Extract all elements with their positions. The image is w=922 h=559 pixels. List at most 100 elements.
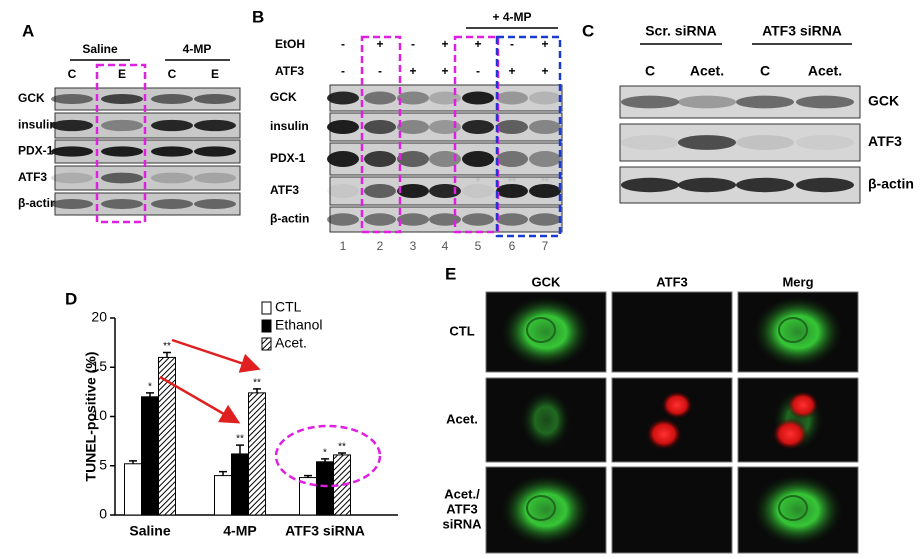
bar — [316, 461, 334, 516]
lane-label: C — [760, 63, 770, 79]
y-axis-label: TUNEL-positive (%) — [83, 352, 99, 482]
blot-band — [529, 151, 561, 167]
blot-band — [496, 213, 528, 226]
blot-band — [429, 120, 461, 134]
blot-band — [496, 120, 528, 134]
cell-atf3 — [661, 391, 693, 419]
blot-band — [364, 151, 396, 167]
blot-band — [327, 151, 359, 167]
blot-band — [364, 184, 396, 198]
blot-band — [496, 91, 528, 105]
error-bar — [129, 460, 137, 464]
row-label: ATF3 — [446, 501, 478, 516]
group-label: + 4-MP — [492, 10, 531, 24]
blot-band — [796, 135, 854, 150]
y-tick-label: 15 — [91, 358, 107, 374]
blot-band — [429, 91, 461, 105]
highlight-box — [360, 35, 402, 234]
blot-band — [327, 184, 359, 198]
nucleus — [778, 495, 808, 521]
arrow — [171, 338, 261, 373]
legend-swatch — [261, 301, 272, 315]
legend-swatch — [261, 337, 272, 351]
blot-band — [621, 135, 679, 150]
blot-band — [678, 135, 736, 150]
sign: + — [541, 64, 548, 78]
row-label: insulin — [18, 118, 57, 132]
blot-band — [51, 146, 93, 157]
blot-strip — [54, 165, 241, 191]
cell-gck — [753, 474, 843, 546]
blot-band — [51, 119, 93, 132]
x-tick-label: 4-MP — [223, 523, 256, 539]
nucleus — [526, 495, 556, 521]
blot-band — [429, 213, 461, 226]
row-label: insulin — [270, 119, 309, 133]
cell-atf3 — [772, 418, 808, 450]
blot-band — [51, 172, 93, 184]
error-bar — [304, 474, 312, 478]
blot-band — [327, 213, 359, 226]
treatment-label: EtOH — [275, 37, 305, 51]
panel-letter: A — [22, 21, 34, 40]
blot-band — [194, 199, 236, 209]
row-label: CTL — [449, 323, 474, 338]
blot-band — [101, 146, 143, 157]
sign: - — [341, 37, 345, 51]
arrow — [159, 375, 241, 424]
significance: * — [148, 382, 152, 393]
group-label: 4-MP — [183, 42, 212, 56]
bar — [124, 463, 142, 516]
blot-band — [529, 184, 561, 198]
row-label: siRNA — [442, 516, 482, 531]
treatment-label: ATF3 — [275, 64, 304, 78]
blot-band — [51, 199, 93, 209]
sign: - — [476, 64, 480, 78]
row-label: Acet./ — [444, 486, 480, 501]
significance: ** — [253, 378, 261, 389]
error-bar — [253, 388, 261, 393]
x-tick-label: Saline — [129, 523, 170, 539]
blot-band — [364, 91, 396, 105]
blot-band — [327, 91, 359, 105]
blot-band — [194, 172, 236, 184]
lane-label: Acet. — [690, 63, 724, 79]
cell-gck — [521, 390, 571, 450]
lane-number: 3 — [410, 239, 417, 253]
blot-band — [327, 120, 359, 134]
lane-number: 5 — [475, 239, 482, 253]
lane-number: 4 — [442, 239, 449, 253]
error-bar — [219, 470, 227, 476]
blot-band — [364, 120, 396, 134]
blot-band — [364, 213, 396, 226]
blot-band — [101, 172, 143, 184]
sign: - — [411, 37, 415, 51]
sign: + — [541, 37, 548, 51]
row-label: GCK — [18, 91, 45, 105]
y-tick-label: 5 — [99, 456, 107, 472]
blot-band — [529, 120, 561, 134]
blot-band — [462, 151, 494, 167]
highlight-box — [495, 35, 562, 238]
blot-band — [397, 213, 429, 226]
blot-band — [621, 177, 679, 193]
sign: - — [378, 64, 382, 78]
blot-band — [462, 213, 494, 226]
panel-letter: E — [445, 264, 456, 283]
blot-band — [736, 177, 794, 193]
column-label: Merg — [782, 274, 813, 289]
error-bar — [236, 444, 244, 454]
y-tick-label: 20 — [91, 309, 107, 325]
bar — [141, 396, 159, 516]
error-bar — [163, 351, 171, 358]
blot-band — [101, 119, 143, 132]
row-label: GCK — [868, 93, 899, 109]
significance: ** — [508, 177, 516, 188]
blot-band — [397, 184, 429, 198]
blot-band — [151, 146, 193, 157]
row-label: β-actin — [270, 212, 309, 226]
blot-band — [101, 94, 143, 104]
significance: ** — [541, 177, 549, 188]
blot-band — [151, 94, 193, 104]
